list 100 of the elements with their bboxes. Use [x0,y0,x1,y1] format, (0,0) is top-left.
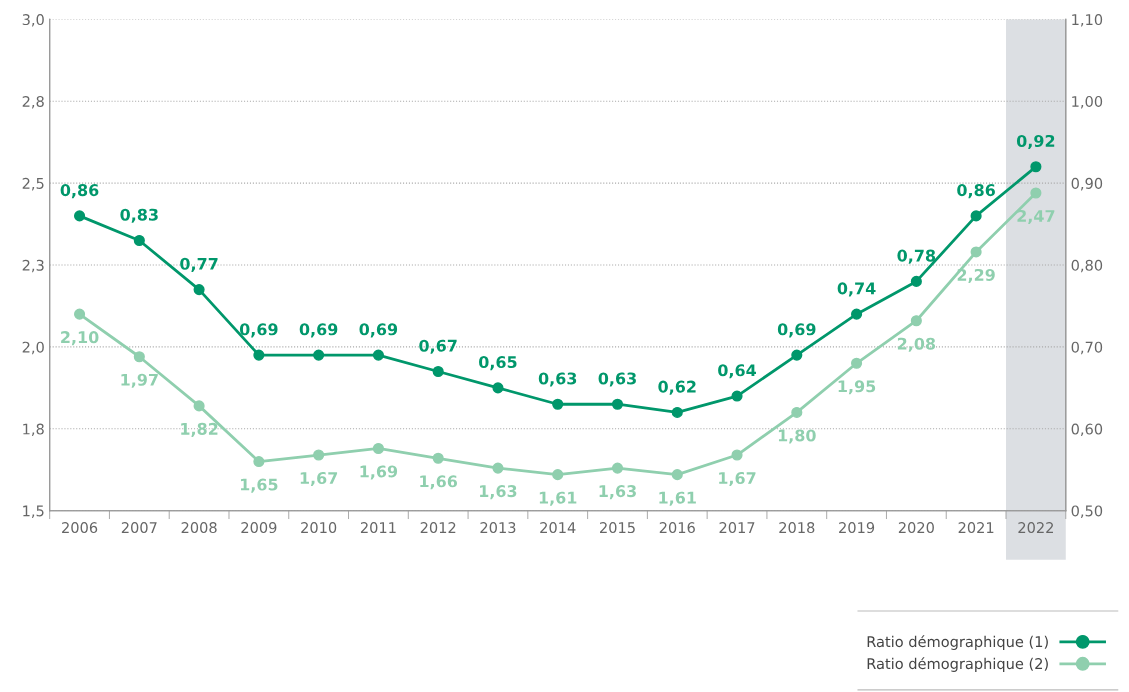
point [1030,161,1042,173]
data-label: 1,82 [181,422,218,437]
data-label: 1,67 [719,471,756,487]
x-tick-label: 2009 [241,522,277,534]
data-label: 1,65 [240,478,278,493]
point [193,284,205,296]
point [74,210,86,222]
point [791,406,803,418]
data-label: 0,63 [598,372,636,387]
point [970,246,982,258]
y-tick-label: 1,5 [23,505,44,518]
data-label: 0,63 [538,372,577,387]
point [611,398,624,410]
data-label: 0,69 [299,323,338,338]
x-tick-label: 2014 [540,522,576,534]
data-label: 1,69 [360,465,398,480]
data-label: 0,77 [180,257,218,272]
point [193,400,205,412]
point [133,351,145,363]
x-tick-label: 2020 [898,522,934,534]
data-label: 1,66 [420,475,458,490]
data-label: 0,86 [60,184,99,199]
data-label: 2,29 [957,268,995,284]
y-tick-label: 1,8 [23,423,44,437]
point [432,365,444,378]
y2-tick-label: 0,50 [1071,505,1103,518]
point [671,469,683,481]
y2-tick-label: 0,90 [1071,177,1103,191]
data-label: 0,69 [777,323,816,338]
x-tick-label: 2022 [1018,522,1053,534]
x-tick-label: 2010 [301,522,337,534]
y2-tick-label: 1,00 [1072,95,1103,109]
data-label: 0,67 [419,339,457,354]
x-tick-label: 2013 [480,522,516,534]
point [492,382,504,394]
point [970,210,982,222]
data-label: 1,63 [480,485,517,500]
point [552,469,564,481]
x-tick-label: 2011 [360,522,396,534]
point [372,442,384,455]
point [851,357,863,369]
point [313,349,325,361]
point [552,398,564,410]
data-label: 1,61 [659,491,696,506]
data-label: 0,83 [120,208,158,223]
x-tick-label: 2016 [659,522,695,534]
point [731,390,743,402]
data-label: 1,67 [300,471,338,487]
point [851,308,863,320]
x-tick-label: 2007 [121,522,157,534]
x-tick-label: 2018 [779,522,815,534]
point [74,308,86,320]
data-label: 0,69 [359,323,398,338]
x-tick-label: 2019 [839,522,875,534]
data-label: 1,80 [778,429,816,444]
point [1030,187,1042,199]
x-tick-label: 2021 [958,522,994,534]
point [791,349,803,361]
y2-tick-label: 1,10 [1072,14,1103,27]
y2-tick-label: 0,70 [1071,341,1103,355]
data-label: 0,65 [479,356,517,371]
y2-tick-label: 0,80 [1071,259,1103,273]
data-label: 2,08 [897,337,936,352]
x-tick-label: 2008 [181,522,217,534]
data-label: 0,74 [837,282,876,297]
point [910,315,922,327]
point [432,452,444,464]
point [253,349,265,361]
point [133,234,145,247]
y-tick-label: 2,8 [22,95,44,109]
point [731,449,743,461]
x-tick-label: 2006 [62,522,98,534]
data-label: 0,92 [1016,134,1055,150]
data-label: 1,63 [599,485,636,500]
y2-tick-label: 0,60 [1071,423,1103,437]
data-label: 0,62 [658,380,696,395]
x-tick-label: 2015 [600,522,635,534]
data-label: 1,95 [838,380,876,395]
x-tick-label: 2012 [420,522,456,534]
y-tick-label: 2,3 [22,259,44,273]
data-label: 0,69 [239,323,278,338]
point [910,275,922,287]
x-tick-label: 2017 [719,522,755,534]
point [313,449,325,461]
data-label: 2,47 [1017,209,1055,225]
data-label: 1,97 [121,373,158,388]
data-label: 0,86 [957,184,995,199]
data-label: 1,61 [539,491,577,506]
point [372,349,384,361]
data-label: 0,78 [897,249,936,264]
point [611,462,624,474]
legend-label: Ratio démographique (1) [867,635,1048,650]
point [253,456,265,468]
y-tick-label: 2,5 [22,177,44,191]
point [671,406,683,418]
data-label: 0,64 [718,364,757,379]
data-label: 2,10 [61,331,99,346]
y-tick-label: 3,0 [22,14,44,27]
point [492,462,504,474]
legend-label: Ratio démographique (2) [867,657,1048,672]
